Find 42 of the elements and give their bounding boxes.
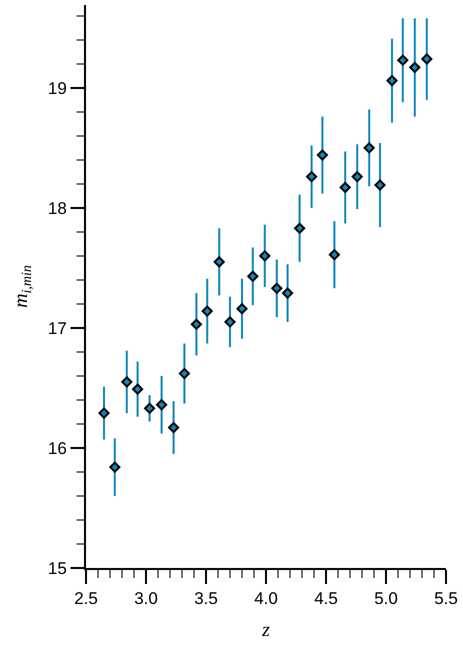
x-tick-label: 5.0 bbox=[374, 589, 398, 608]
point bbox=[409, 62, 420, 73]
y-tick-label: 18 bbox=[48, 198, 67, 218]
point bbox=[328, 249, 340, 260]
x-tick-label: 3.0 bbox=[134, 589, 158, 608]
x-tick-label: 3.5 bbox=[194, 589, 218, 608]
point bbox=[259, 250, 270, 262]
point bbox=[214, 256, 225, 268]
point bbox=[109, 462, 120, 473]
point bbox=[202, 306, 213, 317]
point bbox=[316, 150, 328, 161]
x-tick-label: 4.5 bbox=[314, 589, 338, 608]
x-tick-label: 4.0 bbox=[254, 589, 278, 608]
point bbox=[352, 171, 363, 182]
point bbox=[236, 303, 248, 314]
y-tick-label: 17 bbox=[48, 318, 67, 338]
point bbox=[98, 408, 110, 419]
point bbox=[178, 368, 190, 380]
point bbox=[386, 75, 398, 86]
point bbox=[121, 376, 132, 388]
point bbox=[294, 222, 306, 234]
point bbox=[190, 318, 202, 330]
point bbox=[271, 282, 282, 294]
point bbox=[340, 182, 351, 194]
point bbox=[168, 422, 180, 434]
point bbox=[374, 180, 386, 191]
y-tick-label: 16 bbox=[48, 438, 67, 458]
x-axis-title: z bbox=[261, 619, 270, 642]
point bbox=[132, 384, 144, 395]
y-tick-label: 15 bbox=[48, 558, 67, 578]
point bbox=[282, 288, 294, 299]
point bbox=[247, 270, 258, 282]
point bbox=[421, 53, 432, 65]
point bbox=[397, 54, 408, 66]
x-tick-label: 2.5 bbox=[74, 589, 98, 608]
point bbox=[156, 399, 168, 410]
x-tick-label: 5.5 bbox=[434, 589, 458, 608]
point bbox=[144, 402, 156, 414]
y-tick-label: 19 bbox=[48, 78, 67, 98]
point bbox=[224, 316, 236, 328]
point bbox=[306, 171, 318, 182]
point bbox=[364, 142, 375, 154]
